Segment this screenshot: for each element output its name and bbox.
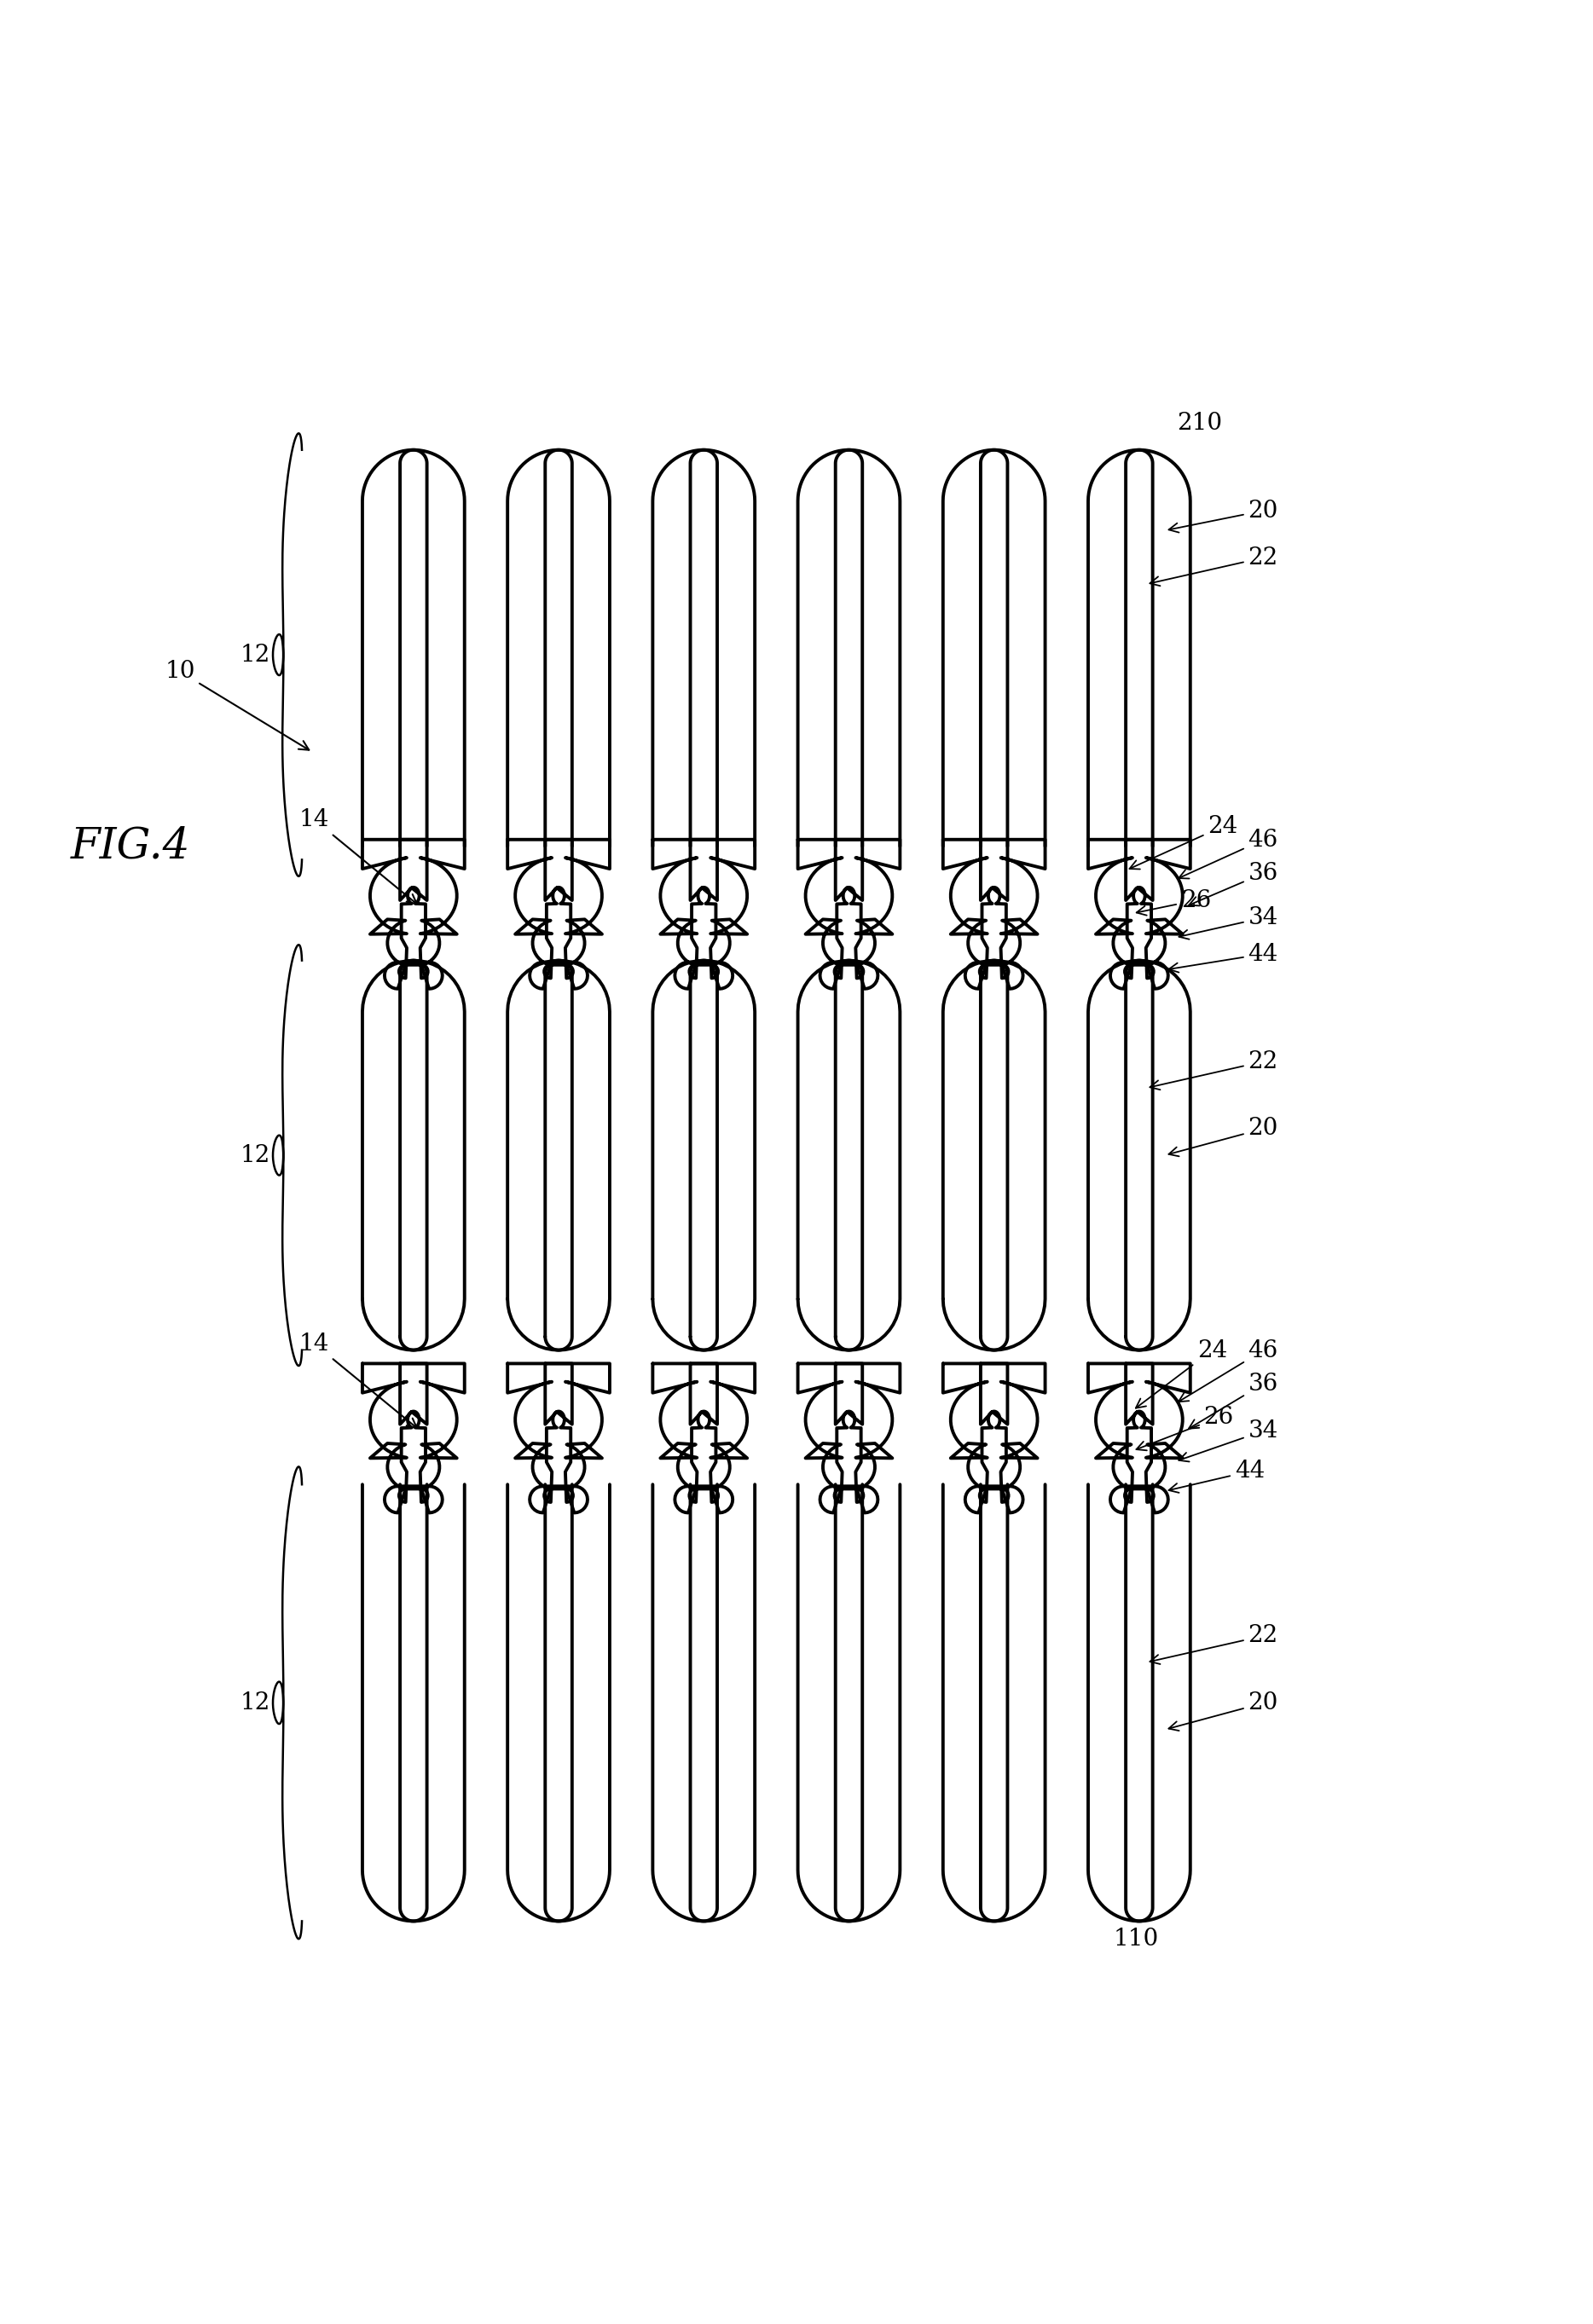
Text: 24: 24 (1129, 816, 1238, 869)
Text: 22: 22 (1150, 546, 1278, 586)
Text: 34: 34 (1179, 906, 1278, 939)
Text: 20: 20 (1169, 500, 1278, 532)
Text: 12: 12 (241, 1143, 269, 1167)
Text: 36: 36 (1188, 1373, 1278, 1429)
Text: 46: 46 (1179, 1339, 1278, 1401)
Text: 34: 34 (1179, 1420, 1278, 1462)
Text: 46: 46 (1179, 827, 1278, 878)
Text: 24: 24 (1136, 1339, 1227, 1408)
Text: 44: 44 (1169, 1459, 1265, 1492)
Text: 22: 22 (1150, 1050, 1278, 1090)
Text: 14: 14 (299, 809, 417, 904)
Text: 210: 210 (1177, 411, 1222, 435)
Text: 110: 110 (1114, 1927, 1160, 1950)
Text: 36: 36 (1188, 862, 1278, 906)
Text: 12: 12 (241, 1692, 269, 1715)
Text: 10: 10 (164, 660, 309, 751)
Text: 22: 22 (1150, 1624, 1278, 1664)
Text: 26: 26 (1136, 888, 1211, 916)
Text: 20: 20 (1169, 1118, 1278, 1157)
Text: 44: 44 (1169, 944, 1278, 971)
Text: FIG.4: FIG.4 (70, 825, 191, 867)
Text: 26: 26 (1136, 1406, 1235, 1450)
Text: 14: 14 (299, 1332, 417, 1427)
Text: 12: 12 (241, 644, 269, 667)
Text: 20: 20 (1169, 1692, 1278, 1731)
